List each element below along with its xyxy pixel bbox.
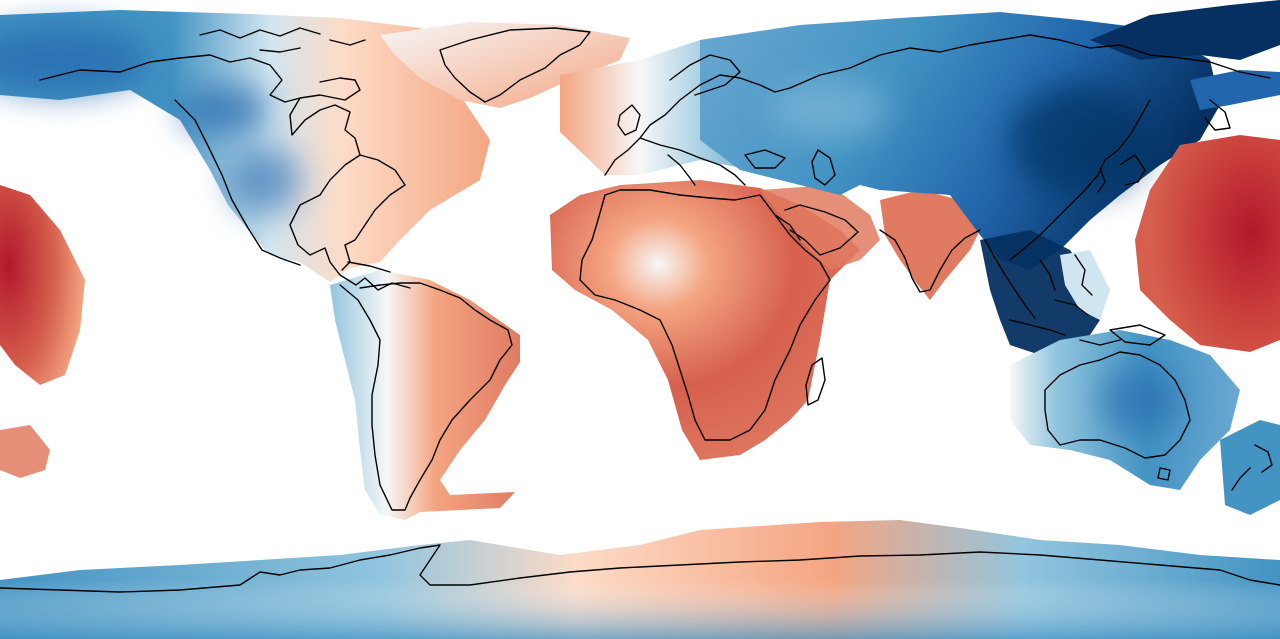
coast-korea — [1097, 167, 1106, 193]
coast-asia-north — [789, 34, 1271, 89]
coast-new-guinea — [1109, 324, 1166, 346]
coast-philippines — [1074, 254, 1093, 296]
north-america-blue-core-2 — [230, 145, 300, 215]
coast-australia — [1044, 351, 1191, 459]
coast-hudson — [299, 77, 361, 101]
coast-italy — [667, 154, 696, 186]
region-north-america — [0, 10, 490, 282]
coast-black-sea — [744, 149, 786, 169]
coast-greenland — [439, 27, 591, 103]
coast-antarctica — [0, 544, 1280, 593]
region-africa — [550, 180, 860, 460]
coast-arabia — [784, 204, 859, 256]
north-america-blue-core — [180, 85, 270, 135]
coast-kamchatka — [1204, 99, 1231, 131]
asia-light-band — [770, 80, 890, 140]
coast-tasmania — [1157, 467, 1171, 481]
region-kamchatka-ribbon — [1190, 70, 1280, 110]
coast-indonesia — [1009, 299, 1121, 346]
coast-asia-east — [1009, 99, 1151, 261]
australia-blue-core — [1100, 365, 1180, 435]
coast-caspian — [811, 149, 836, 186]
region-pacific-west-lower — [0, 425, 50, 478]
region-greenland — [380, 22, 630, 108]
coast-scandinavia — [669, 54, 741, 96]
asia-navy-core — [1010, 85, 1150, 195]
coast-japan — [1119, 154, 1146, 186]
region-arabia — [760, 185, 880, 270]
coast-south-america — [339, 282, 513, 511]
region-pacific-east — [1135, 135, 1280, 352]
coast-southeast-asia — [984, 239, 1056, 319]
region-india — [880, 190, 985, 300]
coast-north-america — [39, 54, 411, 291]
coast-arctic-islands — [199, 27, 366, 53]
region-asia — [700, 12, 1220, 270]
asia-field — [700, 12, 1220, 270]
antarctica-low-blue — [0, 580, 1280, 639]
region-philippines-light — [1060, 250, 1110, 320]
coast-africa — [579, 189, 831, 441]
arctic-blue-band — [0, 25, 150, 95]
coast-cuba — [347, 261, 391, 273]
region-antarctica — [0, 520, 1280, 639]
coast-madagascar — [805, 357, 826, 406]
coastlines — [0, 27, 1280, 593]
region-pacific-west — [0, 185, 85, 385]
region-far-east — [1090, 0, 1280, 60]
coast-uk — [617, 104, 641, 136]
coast-india — [879, 229, 981, 293]
coast-us-west — [174, 99, 301, 266]
coast-europe — [604, 74, 791, 186]
region-south-america — [330, 270, 520, 520]
coast-us-east — [344, 154, 406, 246]
coast-new-zealand — [1231, 444, 1273, 491]
